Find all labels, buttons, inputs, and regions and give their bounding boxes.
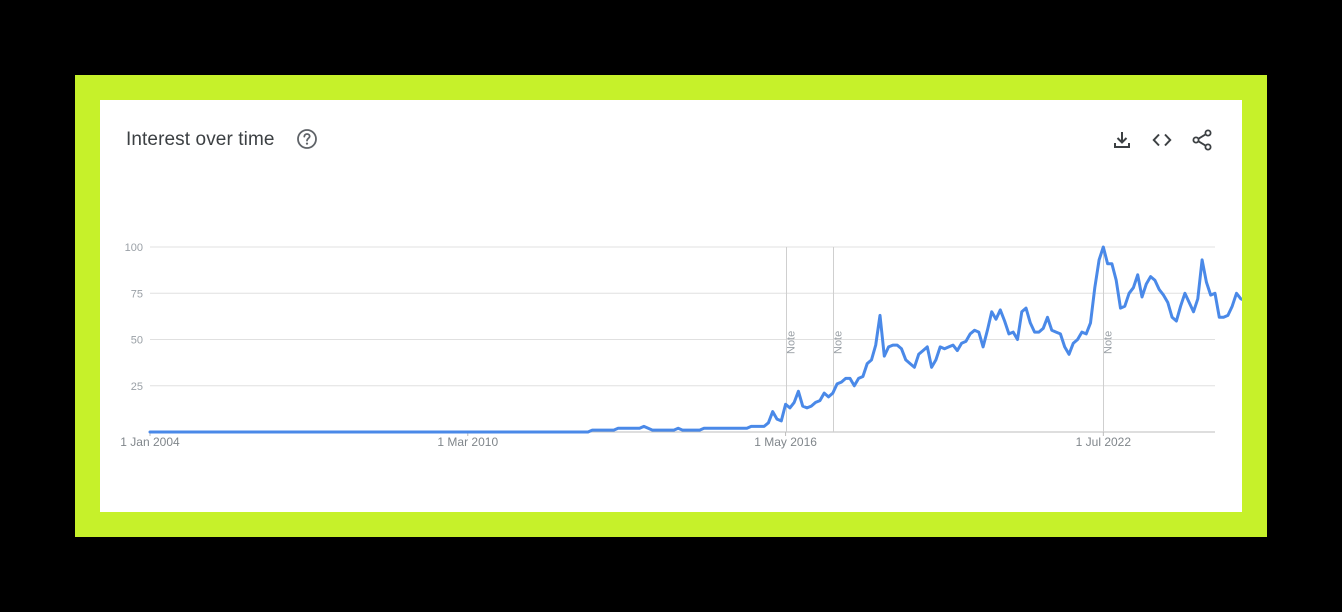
y-tick-label: 25 (131, 381, 143, 393)
y-tick-label: 50 (131, 335, 143, 347)
interest-line-chart: 25 50 75 100 Note Note Note 1 Jan 2004 1 Mar 201… (120, 242, 1242, 449)
note-label: Note (786, 331, 798, 354)
x-tick-label: 1 May 2016 (754, 435, 817, 449)
y-tick-label: 75 (131, 288, 143, 300)
note-label: Note (833, 331, 845, 354)
embed-code-icon[interactable] (1150, 128, 1174, 152)
series-line (148, 245, 1242, 434)
x-tick-label: 1 Mar 2010 (437, 435, 498, 449)
x-tick-label: 1 Jan 2004 (120, 435, 180, 449)
highlight-frame: Interest over time 25 50 75 100 Note Note Note… (75, 75, 1267, 537)
card-title: Interest over time (126, 129, 275, 150)
interest-over-time-card: Interest over time 25 50 75 100 Note Note Note… (100, 100, 1242, 512)
y-tick-label: 100 (125, 242, 143, 254)
note-label: Note (1103, 331, 1115, 354)
help-circle-icon[interactable] (296, 128, 318, 150)
download-icon[interactable] (1110, 128, 1134, 152)
share-icon[interactable] (1190, 128, 1214, 152)
x-tick-label: 1 Jul 2022 (1076, 435, 1132, 449)
